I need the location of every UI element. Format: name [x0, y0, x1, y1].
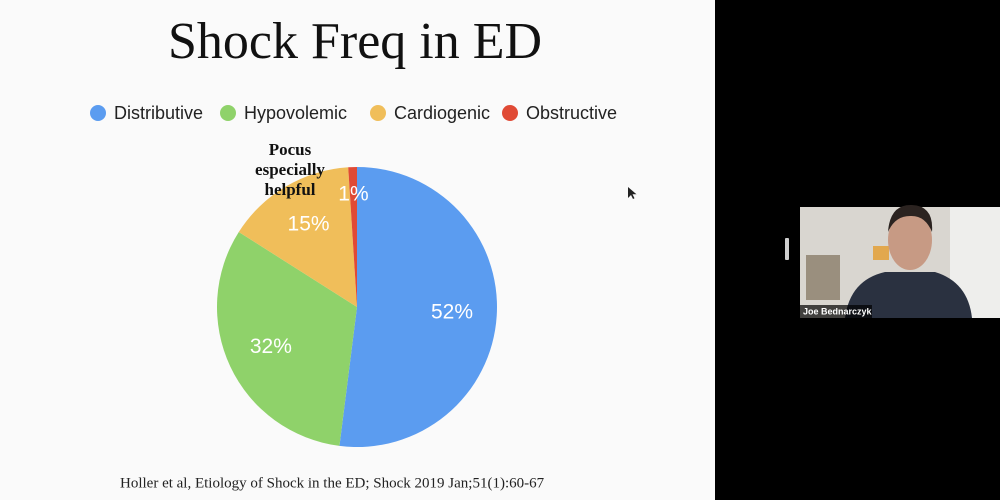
video-tile[interactable]: Joe Bednarczyk: [800, 204, 1000, 318]
annotation-line: especially: [255, 160, 325, 179]
slice-label: 15%: [288, 213, 330, 236]
slice-label: 1%: [338, 183, 368, 206]
legend-label: Distributive: [114, 103, 203, 123]
pie-slice: [216, 231, 357, 446]
citation: Holler et al, Etiology of Shock in the E…: [120, 475, 545, 491]
panel-divider-handle[interactable]: [785, 238, 789, 260]
mouse-cursor: [628, 187, 637, 199]
legend-label: Cardiogenic: [394, 103, 490, 123]
annotation-line: helpful: [264, 180, 315, 199]
legend-label: Hypovolemic: [244, 103, 347, 123]
legend-label: Obstructive: [526, 103, 617, 123]
person-hair: [888, 204, 933, 232]
slice-label: 32%: [250, 335, 292, 358]
legend-marker: [370, 105, 386, 121]
flag: [873, 246, 889, 260]
pie-slice: [238, 167, 357, 307]
legend-marker: [220, 105, 236, 121]
name-tag: [800, 305, 872, 318]
person-head: [888, 210, 932, 270]
legend-marker: [502, 105, 518, 121]
participant-name: Joe Bednarczyk: [803, 306, 873, 316]
slice-label: 52%: [431, 301, 473, 324]
legend-marker: [90, 105, 106, 121]
person-body: [845, 272, 972, 318]
plant: [806, 255, 840, 300]
pie-slice: [339, 167, 497, 448]
slide-title: Shock Freq in ED: [168, 13, 542, 70]
annotation-line: Pocus: [269, 140, 312, 159]
pie-slice: [348, 167, 357, 307]
